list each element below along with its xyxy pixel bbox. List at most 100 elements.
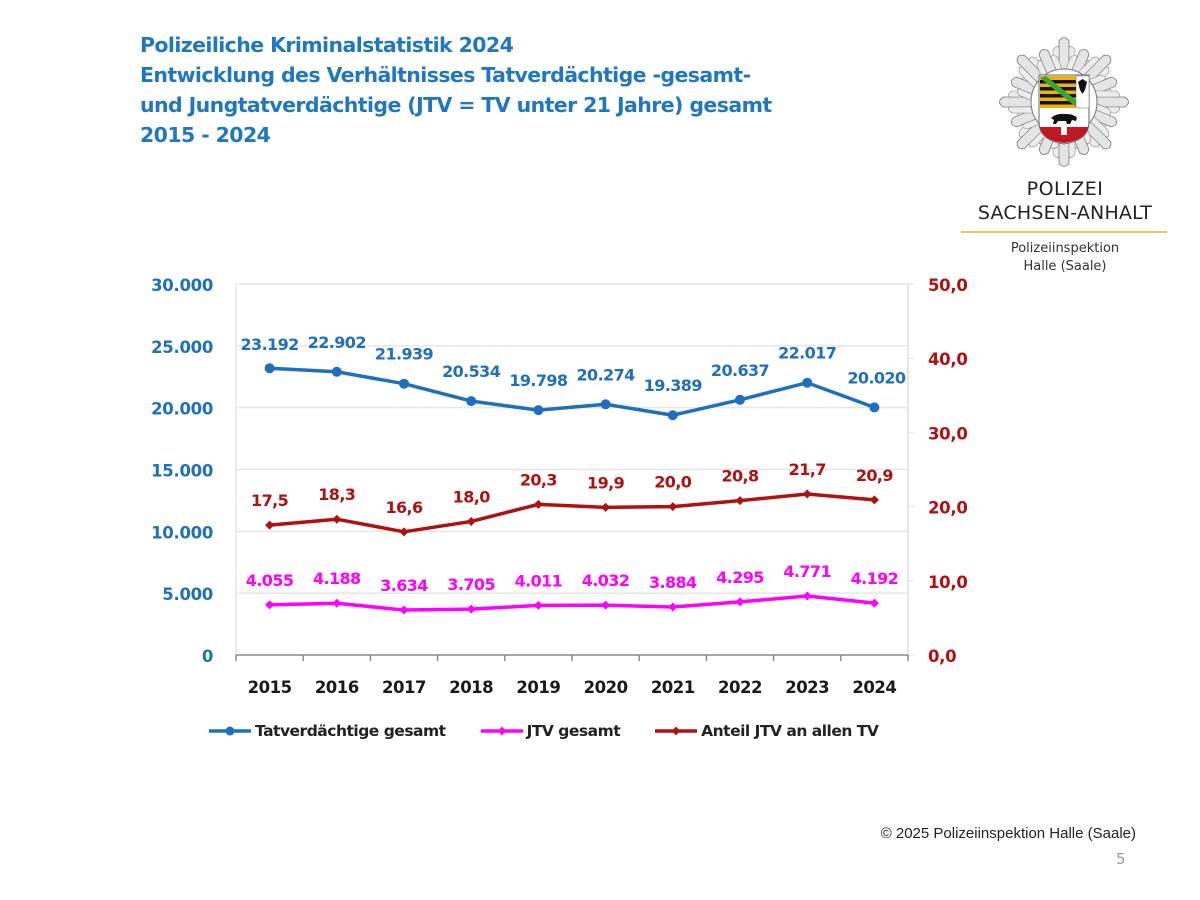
y-right-tick-label: 10,0 — [928, 573, 968, 592]
legend-item-jtv-gesamt: JTV gesamt — [480, 722, 621, 740]
data-label: 20.020 — [847, 368, 906, 387]
logo-sub-halle: Halle (Saale) — [1023, 259, 1107, 274]
data-label: 23.192 — [241, 335, 299, 354]
title-line-1: Polizeiliche Kriminalstatistik 2024 — [140, 33, 514, 57]
data-point — [332, 598, 342, 608]
y-right-tick-label: 30,0 — [928, 424, 968, 443]
series-line-tv-gesamt — [269, 366, 876, 417]
data-label: 22.902 — [308, 333, 366, 352]
data-point — [533, 499, 543, 509]
data-point — [466, 396, 477, 407]
data-label: 4.295 — [716, 568, 764, 587]
x-tick-label: 2023 — [785, 678, 829, 697]
data-point — [331, 366, 342, 377]
title-line-3: und Jungtatverdächtige (JTV = TV unter 2… — [140, 93, 772, 117]
page-title: Polizeiliche Kriminalstatistik 2024 Entw… — [140, 30, 920, 150]
data-point — [466, 516, 476, 526]
legend-diamond-marker-icon — [480, 726, 523, 736]
data-point — [265, 600, 275, 610]
data-label: 4.188 — [313, 569, 361, 588]
data-label: 22.017 — [778, 344, 836, 363]
legend-item-tv-gesamt: Tatverdächtige gesamt — [208, 722, 446, 740]
data-label: 20,0 — [654, 473, 692, 492]
data-labels: 23.192 22.902 21.939 20.534 19.798 20.274 19.3… — [241, 333, 907, 595]
data-point — [264, 363, 275, 374]
data-point — [668, 502, 678, 512]
data-label: 3.634 — [380, 576, 428, 595]
data-label: 17,5 — [251, 491, 289, 510]
data-label: 21,7 — [789, 460, 826, 479]
data-point — [332, 514, 342, 524]
series-line-jtv-gesamt — [269, 594, 875, 612]
data-point — [735, 496, 745, 506]
data-label: 3.705 — [447, 575, 495, 594]
data-label: 4.771 — [783, 562, 831, 581]
data-point — [466, 604, 476, 614]
data-label: 20.274 — [577, 365, 636, 384]
series-line-anteil — [269, 492, 875, 534]
y-left-tick-label: 0 — [202, 647, 213, 666]
data-point — [399, 527, 409, 537]
copyright-footer: © 2025 Polizeiinspektion Halle (Saale) — [880, 825, 1136, 842]
data-point — [735, 597, 745, 607]
y-left-tick-label: 10.000 — [151, 523, 213, 542]
y-left-tick-label: 25.000 — [151, 338, 213, 357]
x-tick-label: 2015 — [248, 678, 292, 697]
data-point — [399, 378, 409, 389]
data-label: 20.637 — [711, 361, 769, 380]
y-left-tick-label: 30.000 — [151, 276, 213, 295]
police-star-emblem-icon — [999, 37, 1129, 167]
data-point — [667, 410, 678, 421]
y-right-tick-label: 20,0 — [928, 499, 968, 518]
logo-line-sachsen-anhalt: SACHSEN-ANHALT — [977, 202, 1153, 224]
legend: Tatverdächtige gesamt JTV gesamt Anteil … — [208, 719, 912, 743]
data-point — [533, 405, 544, 416]
data-point — [802, 489, 812, 499]
data-label: 18,3 — [318, 485, 355, 504]
data-label: 4.055 — [246, 571, 294, 590]
data-point — [533, 600, 543, 610]
data-point — [601, 600, 611, 610]
x-tick-label: 2019 — [516, 678, 560, 697]
y-left-tick-label: 5.000 — [162, 585, 213, 604]
x-tick-label: 2021 — [651, 678, 695, 697]
data-point — [802, 591, 812, 601]
page-number: 5 — [1116, 850, 1126, 868]
data-label: 20,9 — [856, 466, 894, 485]
data-label: 19.389 — [644, 376, 703, 395]
data-label: 21.939 — [375, 345, 434, 364]
y-right-tick-label: 40,0 — [928, 350, 968, 369]
data-label: 20,8 — [721, 467, 759, 486]
series — [264, 363, 880, 615]
logo-divider — [961, 231, 1167, 233]
y-right-tick-label: 50,0 — [928, 276, 968, 295]
coat-of-arms-icon — [1038, 74, 1090, 145]
logo-sub-polizeiinspektion: Polizeiinspektion — [1010, 241, 1120, 256]
data-point — [600, 399, 611, 410]
y-right-tick-label: 0,0 — [928, 647, 956, 666]
data-label: 18,0 — [453, 487, 491, 506]
data-label: 4.011 — [515, 571, 563, 590]
legend-label: Tatverdächtige gesamt — [255, 722, 446, 740]
data-label: 4.032 — [582, 571, 630, 590]
data-point — [399, 605, 409, 615]
data-point — [735, 394, 745, 405]
legend-label: JTV gesamt — [526, 722, 621, 740]
data-point — [869, 495, 879, 505]
legend-diamond-marker-icon — [655, 726, 698, 736]
x-tick-label: 2016 — [315, 678, 359, 697]
legend-item-anteil: Anteil JTV an allen TV — [654, 722, 879, 740]
data-label: 20,3 — [520, 470, 557, 489]
x-tick-label: 2024 — [852, 678, 896, 697]
y-left-tick-label: 20.000 — [151, 400, 213, 419]
data-label: 20.534 — [442, 362, 501, 381]
data-label: 3.884 — [649, 573, 697, 592]
data-point — [668, 602, 678, 612]
data-label: 19,9 — [587, 473, 625, 492]
x-tick-label: 2017 — [382, 678, 426, 697]
legend-circle-marker-icon — [209, 726, 251, 736]
data-point — [265, 520, 275, 530]
data-point — [869, 402, 880, 413]
logo-line-polizei: POLIZEI — [1026, 178, 1104, 200]
